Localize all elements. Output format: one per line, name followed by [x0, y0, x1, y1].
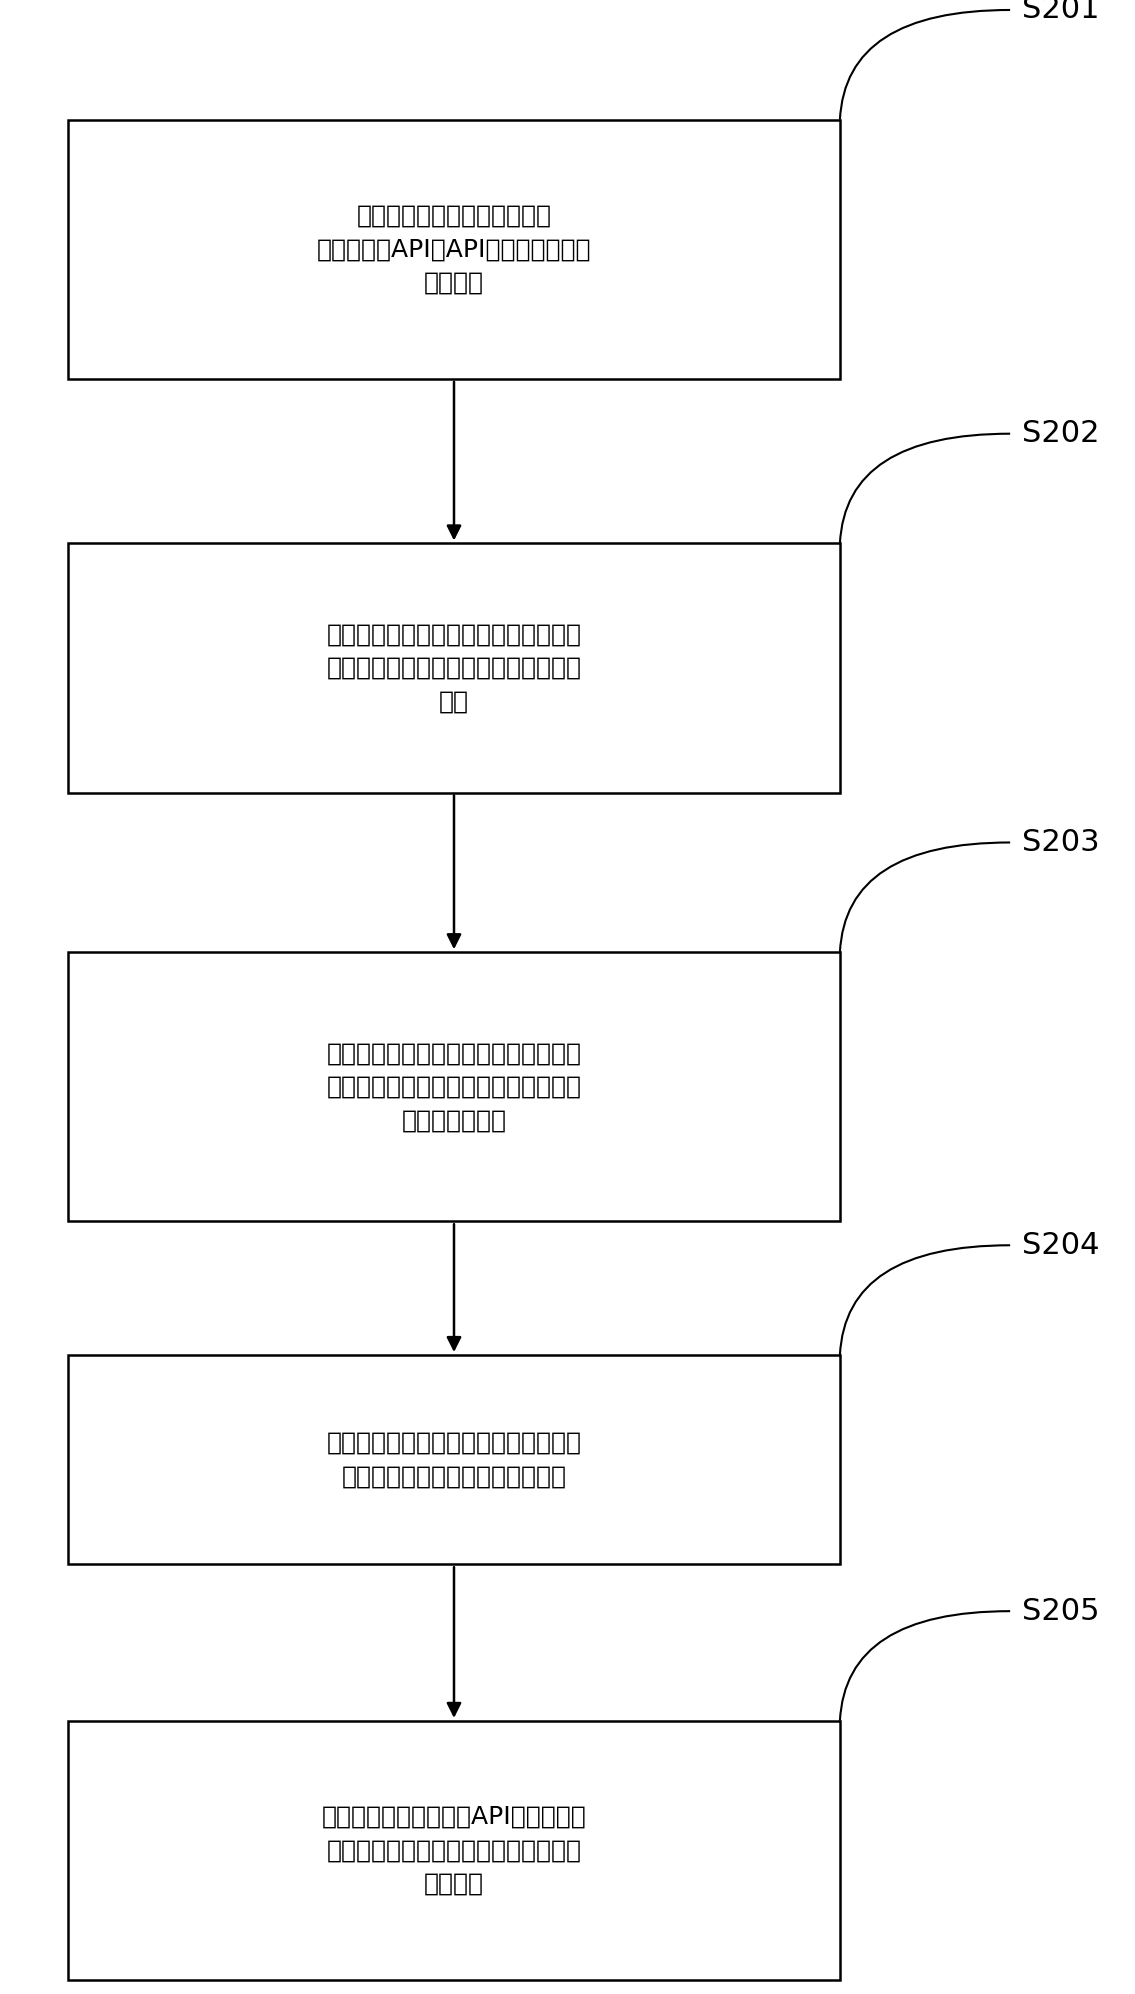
- Text: S202: S202: [1022, 419, 1099, 449]
- Text: S205: S205: [1022, 1597, 1099, 1625]
- Text: 冒余执行体上的加解密API返回加解密
后的数据流，应用程序使用数据流进行
后续运算: 冒余执行体上的加解密API返回加解密 后的数据流，应用程序使用数据流进行 后续运…: [321, 1805, 587, 1896]
- Text: S203: S203: [1022, 828, 1099, 857]
- Text: 冒余执行体上运行的应用程序
调用加解密API，API向调度器发送加
解密请求: 冒余执行体上运行的应用程序 调用加解密API，API向调度器发送加 解密请求: [317, 203, 591, 295]
- FancyBboxPatch shape: [68, 1356, 840, 1563]
- FancyBboxPatch shape: [68, 1721, 840, 1980]
- Text: S201: S201: [1022, 0, 1099, 24]
- Text: S204: S204: [1022, 1230, 1099, 1260]
- Text: 调度器收到冒余执行体的加解密请求，
通过比对标签及数据信息确定请求的合
法性: 调度器收到冒余执行体的加解密请求， 通过比对标签及数据信息确定请求的合 法性: [327, 622, 581, 714]
- Text: 合法性确定后，调度器根据标签信息，
分配加密运算器中的资源对输入数据流
进行加解密运算: 合法性确定后，调度器根据标签信息， 分配加密运算器中的资源对输入数据流 进行加解…: [327, 1041, 581, 1133]
- FancyBboxPatch shape: [68, 120, 840, 379]
- Text: 加密运算器返回数据加解密结果给调度
器，调度器分发结果至冒余执行体: 加密运算器返回数据加解密结果给调度 器，调度器分发结果至冒余执行体: [327, 1432, 581, 1488]
- FancyBboxPatch shape: [68, 953, 840, 1220]
- FancyBboxPatch shape: [68, 544, 840, 792]
